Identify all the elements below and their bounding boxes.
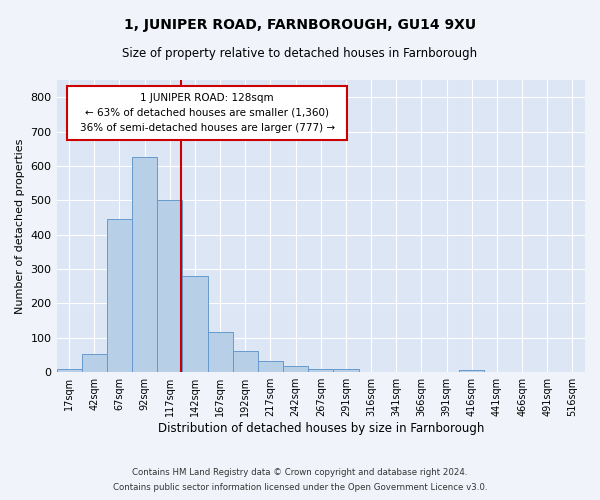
Bar [283,366,308,372]
Bar [233,350,258,372]
Y-axis label: Number of detached properties: Number of detached properties [15,138,25,314]
Bar [208,332,233,372]
Bar [459,370,484,372]
Bar [157,200,182,372]
Bar [56,369,82,372]
FancyBboxPatch shape [67,86,347,140]
X-axis label: Distribution of detached houses by size in Farnborough: Distribution of detached houses by size … [158,422,484,435]
Bar [132,158,157,372]
Text: 1 JUNIPER ROAD: 128sqm
← 63% of detached houses are smaller (1,360)
36% of semi-: 1 JUNIPER ROAD: 128sqm ← 63% of detached… [80,93,335,132]
Text: Contains public sector information licensed under the Open Government Licence v3: Contains public sector information licen… [113,483,487,492]
Bar [258,360,283,372]
Bar [182,276,208,372]
Text: Size of property relative to detached houses in Farnborough: Size of property relative to detached ho… [122,48,478,60]
Text: Contains HM Land Registry data © Crown copyright and database right 2024.: Contains HM Land Registry data © Crown c… [132,468,468,477]
Bar [82,354,107,372]
Bar [107,218,132,372]
Bar [334,370,359,372]
Text: 1, JUNIPER ROAD, FARNBOROUGH, GU14 9XU: 1, JUNIPER ROAD, FARNBOROUGH, GU14 9XU [124,18,476,32]
Bar [308,369,334,372]
